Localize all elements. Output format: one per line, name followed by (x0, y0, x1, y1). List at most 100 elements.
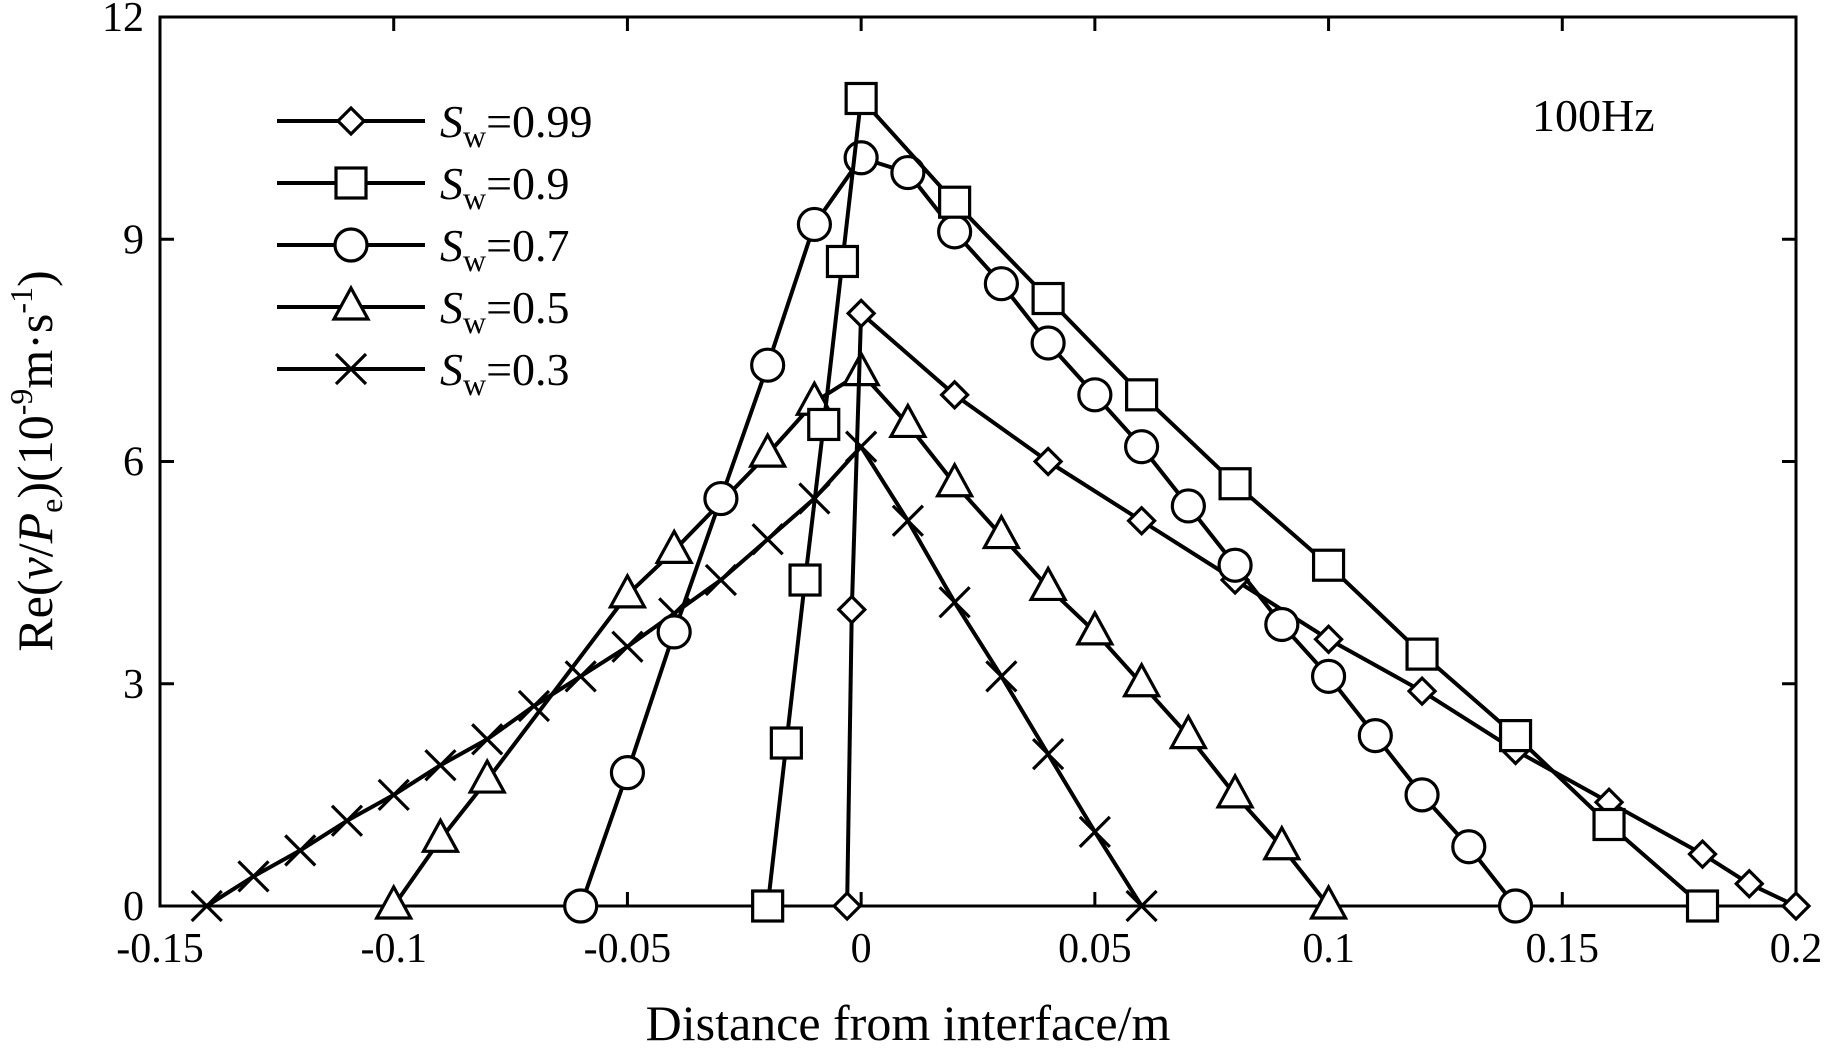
data-point (1215, 772, 1255, 809)
data-point (1406, 675, 1438, 707)
x-tick-label: 0 (851, 926, 872, 972)
series-diamond (831, 298, 1812, 922)
data-point (1078, 815, 1111, 849)
data-point (564, 660, 597, 693)
data-point (424, 749, 457, 782)
data-point (1028, 565, 1068, 602)
data-point (1075, 609, 1115, 646)
data-point (1592, 807, 1626, 842)
data-point (1685, 889, 1720, 923)
ylabel-units: m·s (7, 314, 63, 389)
data-point (1357, 718, 1393, 754)
data-point (747, 431, 788, 468)
data-point (237, 860, 270, 893)
data-point (937, 214, 973, 250)
data-point (845, 298, 877, 329)
data-point (284, 834, 317, 867)
series-circle (563, 140, 1534, 924)
data-point (1170, 488, 1206, 524)
data-point (1123, 429, 1160, 465)
legend-entry: Sw=0.7 (277, 220, 570, 278)
data-point (374, 883, 414, 920)
legend-entry: Sw=0.3 (277, 344, 570, 402)
data-point (1168, 713, 1209, 750)
data-point (938, 185, 972, 219)
series-square (751, 81, 1720, 923)
data-point (891, 504, 925, 537)
x-tick-label: -0.1 (360, 926, 427, 972)
y-tick-label: 6 (123, 440, 144, 486)
data-point (1032, 446, 1064, 477)
data-point (981, 513, 1022, 550)
data-point (1733, 868, 1765, 900)
legend-marker (334, 352, 368, 386)
data-point (471, 723, 504, 756)
data-point (517, 689, 551, 723)
data-point (831, 890, 863, 922)
data-point (1218, 467, 1252, 501)
data-point (1121, 661, 1162, 698)
data-point (938, 586, 971, 619)
legend-label: Sw=0.9 (440, 158, 570, 216)
data-point (1405, 637, 1439, 671)
data-point (845, 430, 878, 463)
data-point (788, 563, 822, 597)
data-point (844, 81, 878, 116)
legend-marker (333, 227, 369, 263)
data-point (1780, 890, 1812, 922)
data-point (1404, 777, 1440, 813)
series-triangle (374, 350, 1349, 920)
data-point (1031, 737, 1065, 771)
data-point (985, 660, 1018, 693)
axis-ticks (158, 15, 1798, 908)
legend-label: Sw=0.99 (440, 96, 593, 154)
series-line (845, 311, 1797, 908)
data-point (467, 757, 507, 794)
ylabel-close: ) (7, 270, 63, 287)
data-point (703, 480, 739, 517)
data-point (825, 244, 860, 279)
legend-label: Sw=0.5 (440, 282, 570, 340)
legend-marker (331, 284, 371, 321)
data-point (1308, 883, 1349, 920)
y-tick-label: 0 (123, 884, 144, 930)
x-tick-label: -0.05 (584, 926, 672, 972)
data-point (888, 402, 928, 439)
legend-label: Sw=0.3 (440, 344, 570, 402)
data-point (934, 461, 975, 498)
ylabel-exp: -9 (3, 389, 39, 416)
ylabel-mid: )(10 (7, 415, 63, 498)
x-tick-label: 0.05 (1058, 926, 1132, 972)
data-point (1451, 829, 1487, 865)
x-tick-label: 0.1 (1302, 926, 1355, 972)
data-point (939, 379, 970, 411)
x-tick-label: 0.2 (1770, 926, 1823, 972)
ylabel-units-exp: -1 (3, 287, 39, 314)
data-point (1030, 325, 1066, 361)
data-point (1313, 624, 1344, 655)
data-point (751, 889, 785, 923)
legend-label: Sw=0.7 (440, 220, 570, 278)
data-point (190, 889, 223, 923)
x-axis-title: Distance from interface/m (646, 995, 1171, 1051)
data-point (377, 778, 410, 812)
x-tick-label: 0.15 (1526, 926, 1600, 972)
data-point (1311, 548, 1346, 582)
data-point (1031, 281, 1065, 316)
series-line (578, 155, 1518, 908)
legend-entry: Sw=0.9 (277, 158, 570, 216)
data-point (607, 572, 648, 609)
series-cross (190, 430, 1158, 923)
y-tick-label: 12 (102, 0, 144, 41)
x-tick-label: -0.15 (116, 926, 204, 972)
y-tick-labels: 0 3 6 9 12 (102, 0, 144, 930)
data-point (330, 804, 364, 837)
data-point (609, 755, 646, 791)
legend-marker (335, 105, 367, 137)
x-tick-labels: -0.15 -0.1 -0.05 0 0.05 0.1 0.15 0.2 (116, 926, 1822, 972)
plot-frame (158, 15, 1798, 908)
data-point (1126, 505, 1157, 537)
data-point (983, 266, 1019, 302)
data-point (420, 816, 461, 853)
svg-text:Re(v/Pe)(10-9m·s-1): Re(v/Pe)(10-9m·s-1) (3, 270, 69, 651)
